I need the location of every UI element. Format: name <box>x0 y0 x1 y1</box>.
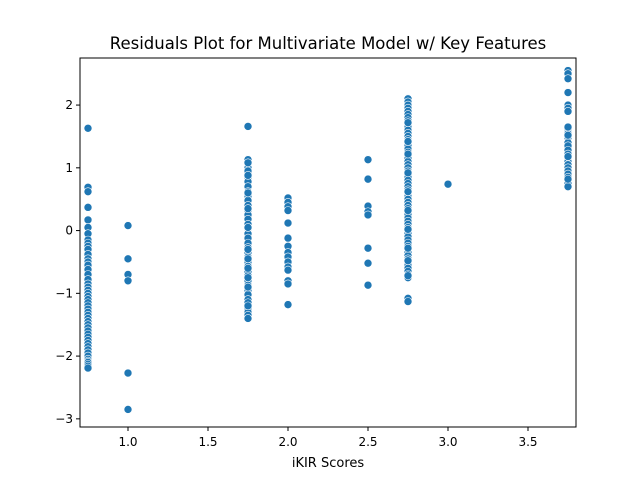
data-point <box>403 271 413 281</box>
data-point <box>363 280 373 290</box>
data-point <box>403 225 413 234</box>
y-tick-label: 2 <box>65 98 73 112</box>
data-point <box>243 171 253 180</box>
data-point <box>363 174 373 184</box>
data-point <box>243 282 253 292</box>
data-point <box>403 256 413 266</box>
data-point <box>243 273 253 282</box>
data-point <box>563 74 573 84</box>
data-point <box>123 221 133 230</box>
data-point <box>403 297 413 306</box>
data-point <box>83 123 93 133</box>
data-point <box>403 243 413 253</box>
data-point <box>243 314 253 323</box>
data-point <box>243 301 253 311</box>
data-point <box>243 254 253 264</box>
chart-title: Residuals Plot for Multivariate Model w/… <box>110 34 547 53</box>
x-tick-label: 1.0 <box>118 435 137 449</box>
data-point <box>283 218 293 228</box>
data-point <box>563 88 573 97</box>
data-point <box>403 137 413 146</box>
data-point <box>283 279 293 289</box>
data-point <box>563 122 573 132</box>
data-point <box>123 254 133 264</box>
data-point <box>403 118 413 127</box>
x-tick-label: 3.0 <box>438 435 457 449</box>
data-point <box>123 276 133 286</box>
data-point <box>283 233 293 243</box>
data-point <box>443 179 453 189</box>
data-point <box>403 206 413 215</box>
data-point <box>563 130 573 140</box>
data-point <box>283 300 293 309</box>
data-point <box>363 258 373 268</box>
x-tick-label: 1.5 <box>198 435 217 449</box>
data-point <box>243 263 253 273</box>
data-point <box>243 245 253 254</box>
data-point <box>83 363 93 373</box>
data-point <box>83 203 93 212</box>
data-point <box>283 206 293 215</box>
data-point <box>283 265 293 275</box>
y-tick-label: −3 <box>55 412 73 426</box>
data-point <box>83 187 93 196</box>
x-tick-label: 2.5 <box>358 435 377 449</box>
data-point <box>243 223 253 232</box>
plot-frame <box>79 57 577 428</box>
data-point <box>243 204 253 213</box>
y-tick-label: −1 <box>55 286 73 300</box>
data-point <box>123 368 133 378</box>
data-point <box>403 168 413 178</box>
data-point <box>563 107 573 116</box>
x-axis-label: iKIR Scores <box>292 456 365 471</box>
data-point <box>363 210 373 220</box>
data-points <box>83 66 573 414</box>
data-point <box>83 215 93 225</box>
data-point <box>123 405 133 414</box>
x-tick-label: 3.5 <box>518 435 537 449</box>
x-tick-label: 2.0 <box>278 435 297 449</box>
y-tick-label: 0 <box>65 224 73 238</box>
data-point <box>363 243 373 253</box>
data-point <box>403 187 413 196</box>
data-point <box>563 174 573 184</box>
data-point <box>563 182 573 191</box>
data-point <box>243 188 253 198</box>
x-axis-ticks: 1.0 1.5 2.0 2.5 3.0 3.5 <box>118 427 538 449</box>
y-axis-ticks: −3 −2 −1 0 1 2 <box>55 98 80 426</box>
y-tick-label: −2 <box>55 349 73 363</box>
data-point <box>403 149 413 159</box>
y-tick-label: 1 <box>65 161 73 175</box>
data-point <box>363 155 373 164</box>
data-point <box>243 122 253 131</box>
data-point <box>243 158 253 168</box>
data-point <box>563 152 573 161</box>
